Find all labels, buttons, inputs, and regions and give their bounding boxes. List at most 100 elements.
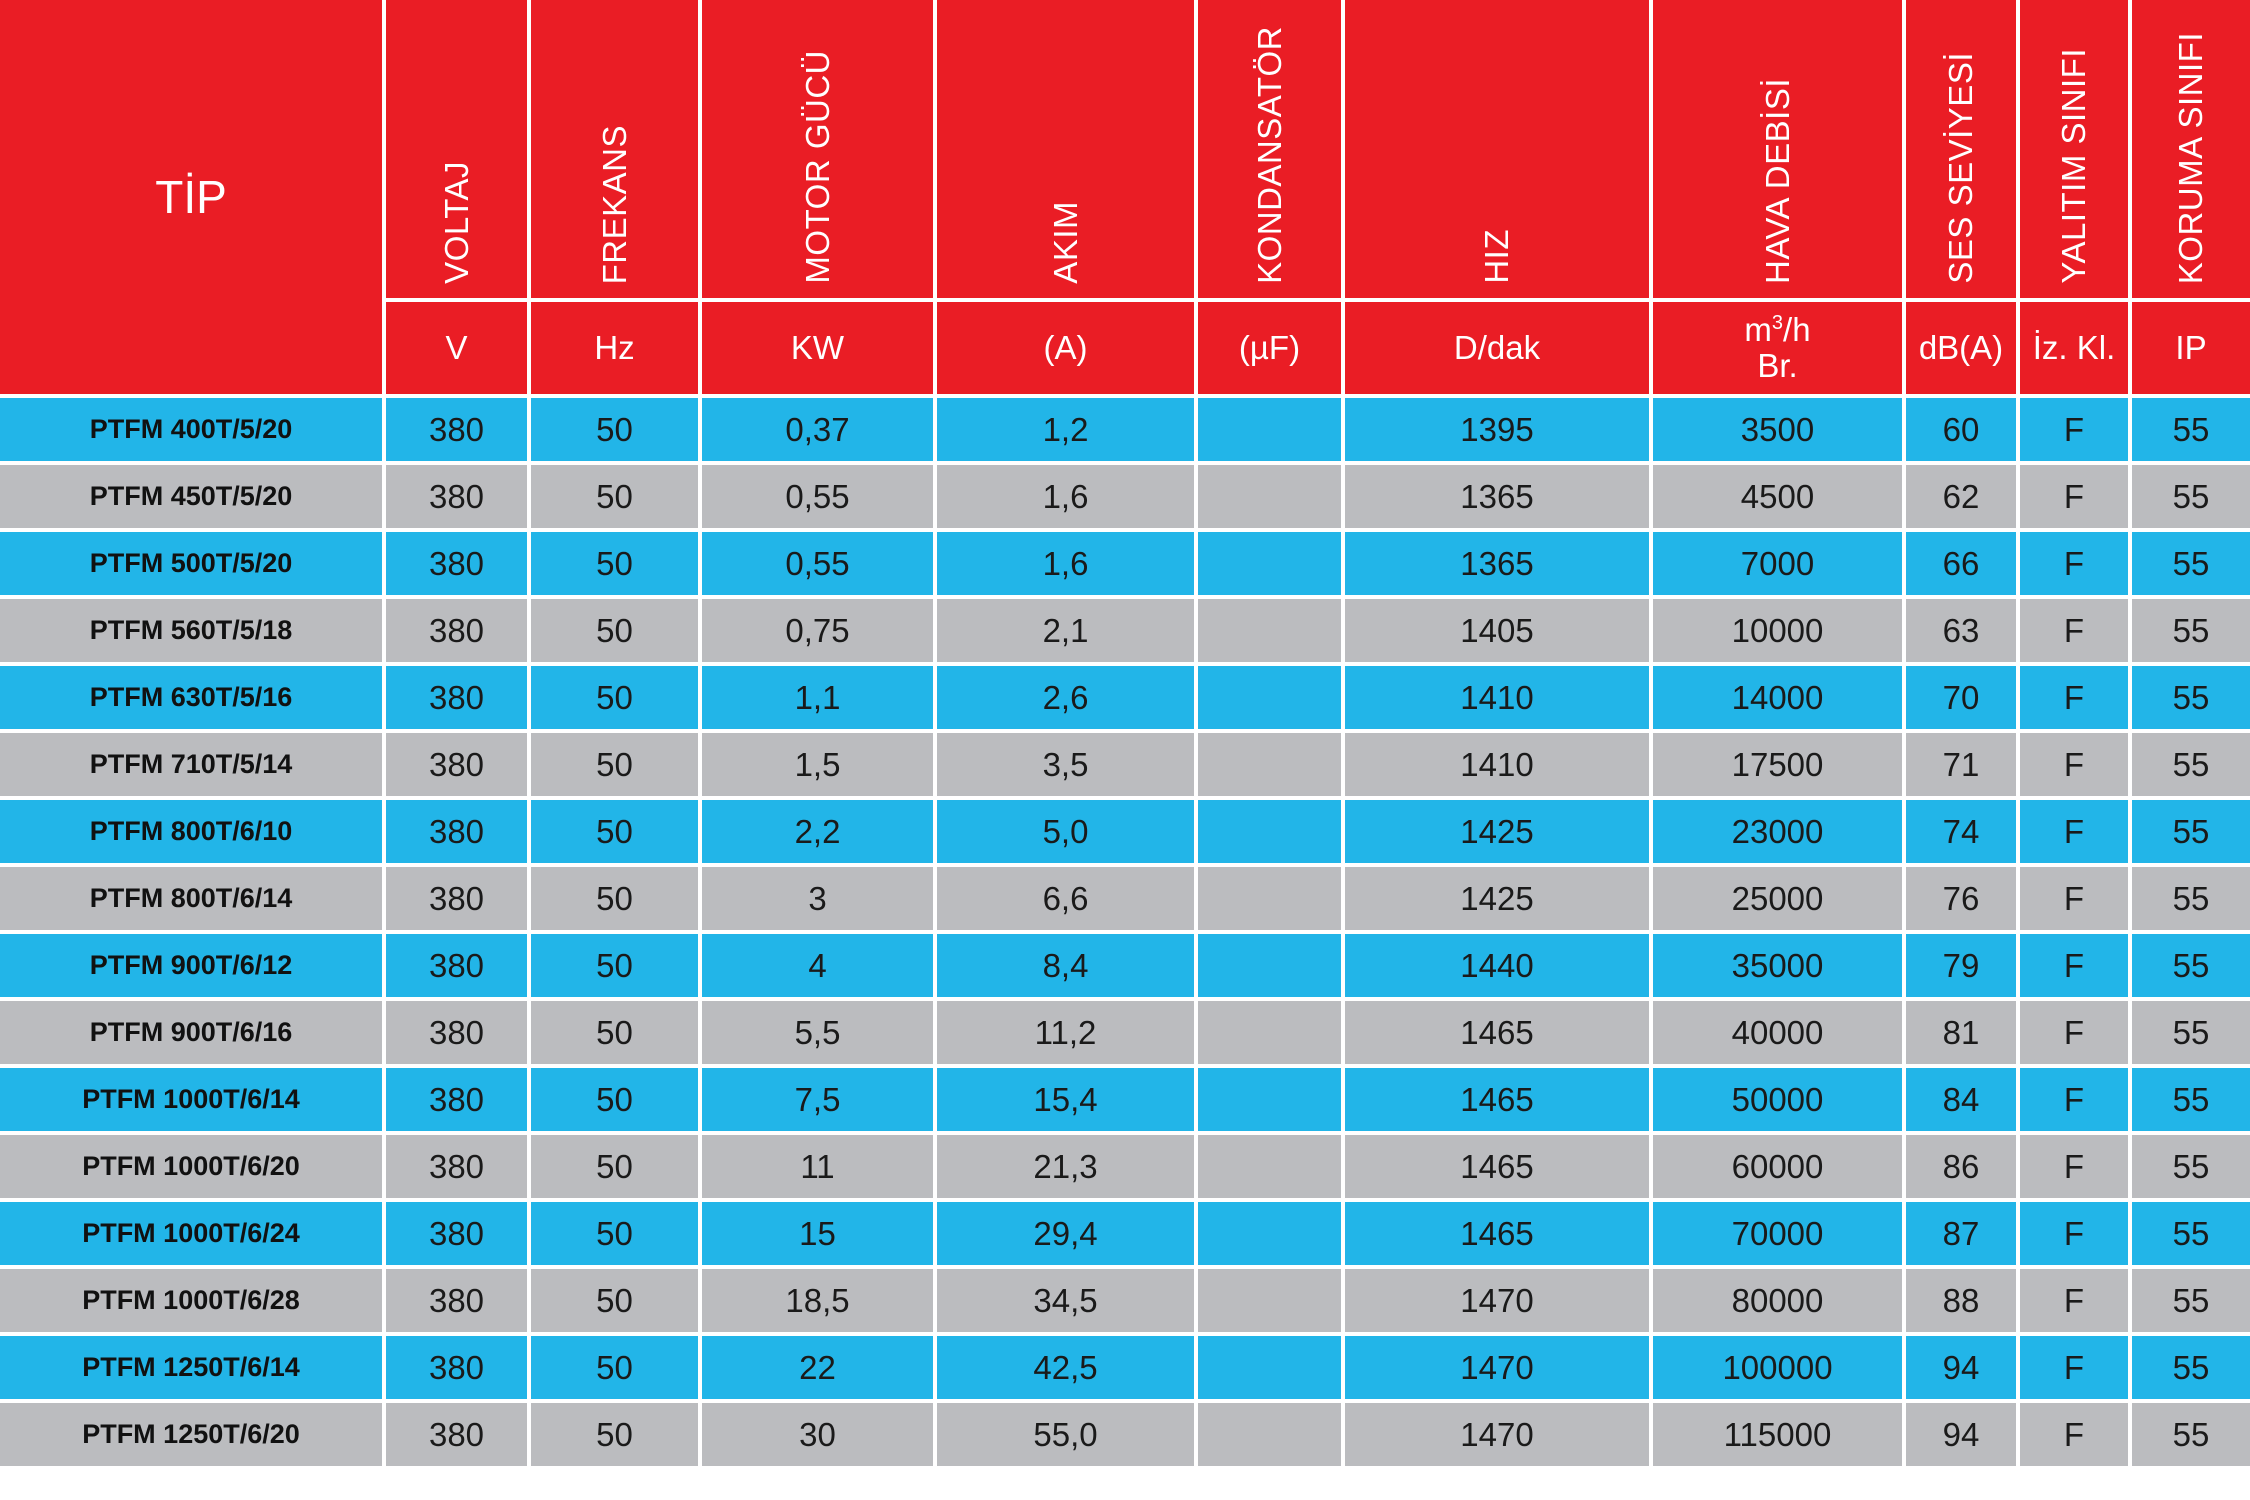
cell-frekans: 50 [531,1269,702,1336]
cell-voltaj: 380 [386,1202,531,1269]
cell-motor-gucu: 5,5 [702,1001,937,1068]
unit-hava-debisi-line2: Br. [1757,347,1798,384]
unit-hava-debisi-sup: 3 [1771,311,1784,334]
cell-frekans: 50 [531,800,702,867]
cell-yalitim-sinifi: F [2020,1068,2132,1135]
header-voltaj-label: VOLTAJ [437,161,475,284]
cell-hiz: 1425 [1345,867,1653,934]
cell-hiz: 1465 [1345,1068,1653,1135]
cell-hiz: 1425 [1345,800,1653,867]
cell-hiz: 1470 [1345,1269,1653,1336]
cell-motor-gucu: 4 [702,934,937,1001]
cell-voltaj: 380 [386,1135,531,1202]
header-label-row: TİP VOLTAJ FREKANS MOTOR GÜCÜ AKIM KONDA… [0,0,2250,398]
table-row: PTFM 1250T/6/14 380 50 22 42,5 1470 100000 94 F 5… [0,1336,2250,1403]
header-hava-debisi: HAVA DEBİSİ [1653,0,1906,302]
cell-kondansator [1198,800,1345,867]
cell-tip: PTFM 900T/6/16 [0,1001,386,1068]
cell-ses-seviyesi: 94 [1906,1403,2020,1470]
cell-frekans: 50 [531,666,702,733]
cell-frekans: 50 [531,1135,702,1202]
cell-frekans: 50 [531,1068,702,1135]
cell-frekans: 50 [531,867,702,934]
cell-hava-debisi: 50000 [1653,1068,1906,1135]
cell-koruma-sinifi: 55 [2132,532,2250,599]
unit-motor-gucu: KW [702,302,937,398]
table-row: PTFM 560T/5/18 380 50 0,75 2,1 1405 10000 63 F 55 [0,599,2250,666]
cell-koruma-sinifi: 55 [2132,398,2250,465]
cell-koruma-sinifi: 55 [2132,666,2250,733]
cell-tip: PTFM 500T/5/20 [0,532,386,599]
cell-hava-debisi: 17500 [1653,733,1906,800]
cell-koruma-sinifi: 55 [2132,1269,2250,1336]
cell-voltaj: 380 [386,733,531,800]
cell-koruma-sinifi: 55 [2132,1202,2250,1269]
cell-tip: PTFM 900T/6/12 [0,934,386,1001]
cell-frekans: 50 [531,934,702,1001]
cell-hiz: 1395 [1345,398,1653,465]
cell-tip: PTFM 800T/6/14 [0,867,386,934]
cell-hava-debisi: 23000 [1653,800,1906,867]
cell-ses-seviyesi: 63 [1906,599,2020,666]
cell-hiz: 1465 [1345,1202,1653,1269]
cell-tip: PTFM 630T/5/16 [0,666,386,733]
cell-kondansator [1198,666,1345,733]
header-tip: TİP [0,0,386,398]
table-body: PTFM 400T/5/20 380 50 0,37 1,2 1395 3500 60 F 55 P… [0,398,2250,1470]
unit-frekans: Hz [531,302,702,398]
table-row: PTFM 1000T/6/24 380 50 15 29,4 1465 70000 87 F 55 [0,1202,2250,1269]
cell-hava-debisi: 25000 [1653,867,1906,934]
cell-motor-gucu: 22 [702,1336,937,1403]
header-frekans-label: FREKANS [595,124,633,284]
cell-yalitim-sinifi: F [2020,934,2132,1001]
cell-hiz: 1365 [1345,532,1653,599]
table-row: PTFM 630T/5/16 380 50 1,1 2,6 1410 14000 70 F 55 [0,666,2250,733]
cell-hiz: 1405 [1345,599,1653,666]
cell-hava-debisi: 115000 [1653,1403,1906,1470]
cell-koruma-sinifi: 55 [2132,1336,2250,1403]
cell-hava-debisi: 7000 [1653,532,1906,599]
cell-hava-debisi: 80000 [1653,1269,1906,1336]
cell-koruma-sinifi: 55 [2132,599,2250,666]
cell-hava-debisi: 14000 [1653,666,1906,733]
header-motor-gucu: MOTOR GÜCÜ [702,0,937,302]
header-ses-seviyesi: SES SEVİYESİ [1906,0,2020,302]
header-motor-gucu-label: MOTOR GÜCÜ [798,50,836,284]
cell-akim: 34,5 [937,1269,1198,1336]
cell-koruma-sinifi: 55 [2132,733,2250,800]
cell-akim: 1,6 [937,465,1198,532]
cell-kondansator [1198,599,1345,666]
cell-hava-debisi: 100000 [1653,1336,1906,1403]
cell-koruma-sinifi: 55 [2132,934,2250,1001]
header-koruma-sinifi: KORUMA SINIFI [2132,0,2250,302]
cell-kondansator [1198,934,1345,1001]
cell-frekans: 50 [531,465,702,532]
cell-motor-gucu: 30 [702,1403,937,1470]
cell-kondansator [1198,398,1345,465]
cell-akim: 1,2 [937,398,1198,465]
header-hiz: HIZ [1345,0,1653,302]
cell-frekans: 50 [531,599,702,666]
cell-motor-gucu: 0,55 [702,532,937,599]
cell-hiz: 1365 [1345,465,1653,532]
cell-tip: PTFM 450T/5/20 [0,465,386,532]
cell-hiz: 1470 [1345,1403,1653,1470]
cell-yalitim-sinifi: F [2020,800,2132,867]
table-row: PTFM 800T/6/10 380 50 2,2 5,0 1425 23000 74 F 55 [0,800,2250,867]
cell-hava-debisi: 10000 [1653,599,1906,666]
cell-voltaj: 380 [386,934,531,1001]
cell-frekans: 50 [531,1202,702,1269]
header-ses-seviyesi-label: SES SEVİYESİ [1942,52,1979,284]
cell-hava-debisi: 35000 [1653,934,1906,1001]
cell-yalitim-sinifi: F [2020,1403,2132,1470]
cell-voltaj: 380 [386,1068,531,1135]
header-akim: AKIM [937,0,1198,302]
cell-kondansator [1198,1269,1345,1336]
cell-hiz: 1440 [1345,934,1653,1001]
cell-tip: PTFM 800T/6/10 [0,800,386,867]
cell-akim: 42,5 [937,1336,1198,1403]
cell-voltaj: 380 [386,532,531,599]
cell-akim: 8,4 [937,934,1198,1001]
header-frekans: FREKANS [531,0,702,302]
